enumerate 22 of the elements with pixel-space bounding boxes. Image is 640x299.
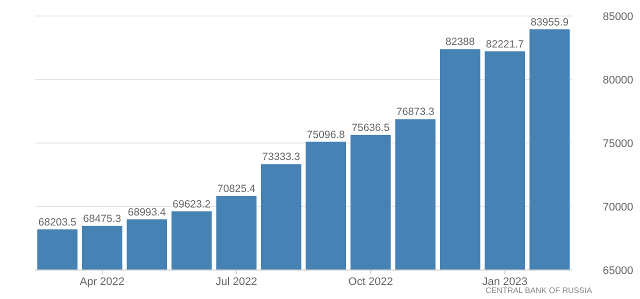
text: CENTRAL BANK OF RUSSIA [486, 286, 593, 295]
x-tick-label: Jul 2022 [216, 276, 258, 288]
data-label: 83955.9 [530, 16, 569, 28]
y-tick-label: 80000 [602, 74, 634, 86]
data-label: 70825.4 [217, 183, 256, 196]
data-label: 68993.4 [128, 206, 166, 218]
data-label: 75096.8 [306, 128, 346, 141]
data-label: 68203.5 [38, 216, 77, 228]
x-tick-label: Oct 2022 [348, 276, 393, 288]
y-tick-label: 75000 [602, 138, 634, 150]
data-label: 82221.7 [486, 38, 524, 50]
y-tick-label: 85000 [602, 11, 634, 23]
data-label: 68475.3 [83, 212, 122, 225]
x-tick-label: Apr 2022 [80, 276, 124, 288]
data-label: 73333.3 [262, 151, 300, 164]
y-tick-label: 65000 [602, 265, 634, 277]
x-tick-label: Jan 2023 [482, 276, 528, 288]
data-label: 69623.2 [172, 198, 211, 210]
data-label: 76873.3 [396, 106, 435, 118]
data-label: 82388 [446, 36, 475, 48]
y-tick-label: 70000 [602, 202, 634, 214]
data-label: 75636.5 [352, 122, 390, 134]
